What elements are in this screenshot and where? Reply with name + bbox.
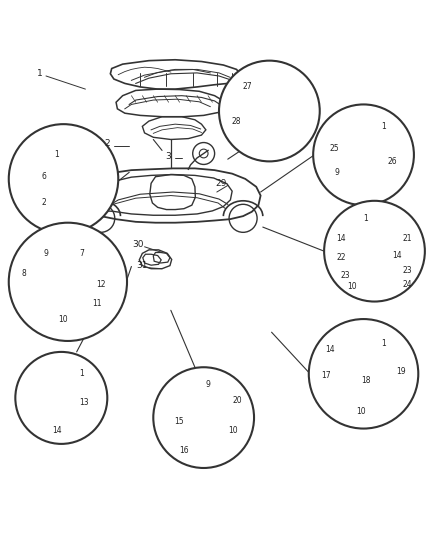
- Text: 10: 10: [228, 426, 237, 435]
- Text: 23: 23: [403, 266, 413, 276]
- Text: 17: 17: [321, 372, 331, 381]
- Text: 1: 1: [363, 214, 368, 223]
- Text: 29: 29: [215, 179, 227, 188]
- Text: 1: 1: [381, 338, 386, 348]
- Text: 26: 26: [388, 157, 397, 166]
- Text: 28: 28: [231, 117, 241, 126]
- Text: 8: 8: [21, 269, 26, 278]
- Text: 19: 19: [396, 367, 406, 376]
- Text: 2: 2: [41, 198, 46, 207]
- Text: 9: 9: [205, 380, 211, 389]
- Circle shape: [324, 201, 425, 302]
- Text: 2: 2: [105, 139, 110, 148]
- Circle shape: [309, 319, 418, 429]
- Text: 10: 10: [347, 282, 357, 290]
- Text: 13: 13: [79, 398, 88, 407]
- Text: 31: 31: [137, 261, 148, 270]
- Text: 10: 10: [357, 407, 366, 416]
- Text: 16: 16: [179, 446, 188, 455]
- Text: 1: 1: [381, 122, 386, 131]
- Text: 9: 9: [335, 168, 339, 177]
- Text: 7: 7: [79, 249, 84, 258]
- Circle shape: [9, 124, 118, 233]
- Text: 1: 1: [79, 369, 84, 378]
- Text: 24: 24: [403, 279, 413, 288]
- Text: 30: 30: [132, 240, 144, 249]
- Text: 11: 11: [92, 299, 102, 308]
- Text: 12: 12: [96, 279, 106, 288]
- Circle shape: [313, 104, 414, 205]
- Text: 27: 27: [242, 83, 252, 92]
- Text: 23: 23: [341, 271, 350, 280]
- Text: 20: 20: [232, 395, 242, 405]
- Text: 1: 1: [36, 69, 42, 78]
- Text: 14: 14: [392, 251, 402, 260]
- Text: 14: 14: [52, 426, 62, 435]
- Text: 18: 18: [361, 376, 371, 385]
- Text: 10: 10: [59, 314, 68, 324]
- Circle shape: [9, 223, 127, 341]
- Circle shape: [153, 367, 254, 468]
- Text: 14: 14: [336, 233, 346, 243]
- Text: 21: 21: [403, 233, 413, 243]
- Text: 25: 25: [330, 144, 339, 153]
- Circle shape: [219, 61, 320, 161]
- Text: 1: 1: [54, 150, 59, 159]
- Circle shape: [15, 352, 107, 444]
- Text: 6: 6: [41, 172, 46, 181]
- Text: 14: 14: [325, 345, 335, 354]
- Text: 9: 9: [43, 249, 48, 258]
- Text: 3: 3: [166, 151, 172, 160]
- Text: 15: 15: [174, 417, 184, 426]
- Text: 22: 22: [336, 253, 346, 262]
